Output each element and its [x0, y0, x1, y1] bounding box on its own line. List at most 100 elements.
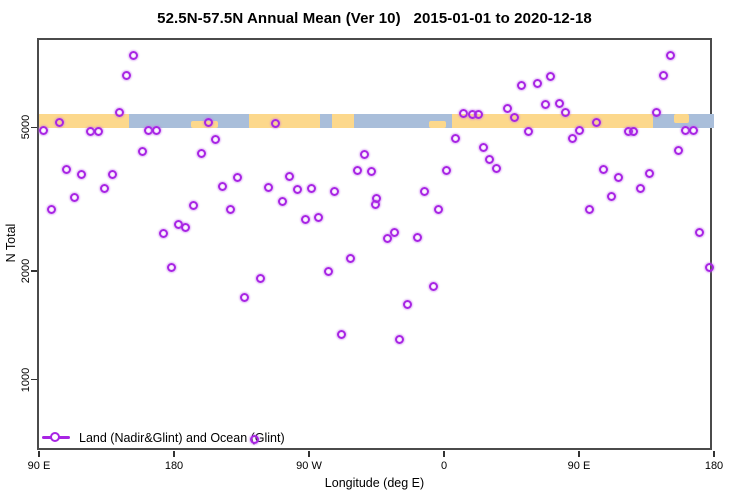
data-point [196, 148, 206, 158]
data-point [560, 108, 570, 118]
data-point [217, 181, 227, 191]
data-point [336, 330, 346, 340]
data-point [458, 109, 468, 119]
data-point [188, 200, 198, 210]
y-tick-label: 2000 [20, 258, 32, 284]
x-tick-mark [443, 451, 445, 457]
data-point [300, 214, 310, 224]
band-segment-land [331, 114, 354, 129]
data-point [591, 118, 601, 128]
x-tick-label: 180 [704, 460, 724, 472]
data-point [389, 227, 399, 237]
band-patch-land [429, 120, 446, 129]
band-segment-land [249, 114, 320, 129]
data-point [574, 125, 584, 135]
x-axis-title: Longitude (deg E) [324, 476, 425, 490]
data-point [540, 100, 550, 110]
data-point [613, 172, 623, 182]
band-segment-ocean [129, 114, 249, 129]
data-point [441, 165, 451, 175]
data-point [166, 262, 176, 272]
data-point [382, 233, 392, 243]
data-point [419, 186, 429, 196]
data-point [694, 227, 704, 237]
x-tick-label: 90 W [296, 460, 322, 472]
data-point [450, 134, 460, 144]
legend: Land (Nadir&Glint) and Ocean (Glint) [42, 430, 285, 445]
data-point [644, 168, 654, 178]
x-tick-mark [578, 451, 580, 457]
data-point [128, 51, 138, 61]
data-point [61, 164, 71, 174]
data-point [225, 204, 235, 214]
data-point [673, 146, 683, 156]
data-point [249, 434, 259, 444]
data-point [680, 125, 690, 135]
legend-circle-icon [50, 432, 60, 442]
data-point [306, 183, 316, 193]
data-point [598, 164, 608, 174]
x-tick-mark [713, 451, 715, 457]
data-point [584, 204, 594, 214]
data-point [567, 134, 577, 144]
data-point [628, 127, 638, 137]
y-tick-mark [31, 378, 37, 381]
data-point [210, 135, 220, 145]
data-point [523, 126, 533, 136]
data-point [509, 113, 519, 123]
data-point [54, 118, 64, 128]
data-point [371, 193, 381, 203]
x-tick-label: 90 E [27, 460, 51, 472]
data-point [114, 108, 124, 118]
band-segment-ocean [319, 114, 332, 129]
data-point [329, 186, 339, 196]
y-tick-label: 5000 [20, 115, 32, 140]
data-point [352, 165, 362, 175]
data-point [99, 183, 109, 193]
data-point [69, 192, 79, 202]
x-tick-label: 90 E [567, 460, 591, 472]
data-point [665, 51, 675, 61]
data-point [545, 72, 555, 82]
data-point [532, 79, 542, 89]
data-point [651, 108, 661, 118]
y-tick-label: 1000 [20, 367, 32, 392]
data-point [143, 125, 153, 135]
data-point [107, 170, 117, 180]
y-tick-mark [31, 270, 37, 272]
legend-marker-icon [42, 432, 70, 443]
data-point [402, 300, 412, 310]
x-tick-mark [38, 451, 40, 457]
data-point [180, 223, 190, 233]
data-point [554, 99, 564, 109]
band-segment-land [451, 114, 653, 129]
data-point [394, 335, 404, 345]
data-point [516, 81, 526, 91]
data-point [428, 282, 438, 291]
data-point [313, 212, 323, 222]
data-point [366, 167, 376, 177]
x-tick-mark [308, 451, 310, 457]
x-tick-label: 180 [164, 460, 184, 472]
y-axis-title: N Total [4, 223, 18, 263]
data-point [158, 228, 168, 238]
data-point [270, 119, 280, 129]
data-point [121, 71, 131, 81]
data-point [491, 163, 501, 173]
data-point [478, 143, 488, 153]
data-point [345, 253, 355, 263]
band-segment-land [39, 114, 129, 129]
data-point [658, 71, 668, 81]
data-point [433, 204, 443, 214]
x-tick-mark [173, 451, 175, 457]
legend-label: Land (Nadir&Glint) and Ocean (Glint) [79, 430, 285, 445]
data-point [93, 126, 103, 136]
band-segment-ocean [354, 114, 452, 129]
data-point [704, 262, 714, 272]
data-point [46, 204, 56, 214]
data-point [484, 155, 494, 165]
x-tick-label: 0 [440, 460, 448, 472]
data-point [277, 196, 287, 206]
data-point [203, 118, 213, 128]
